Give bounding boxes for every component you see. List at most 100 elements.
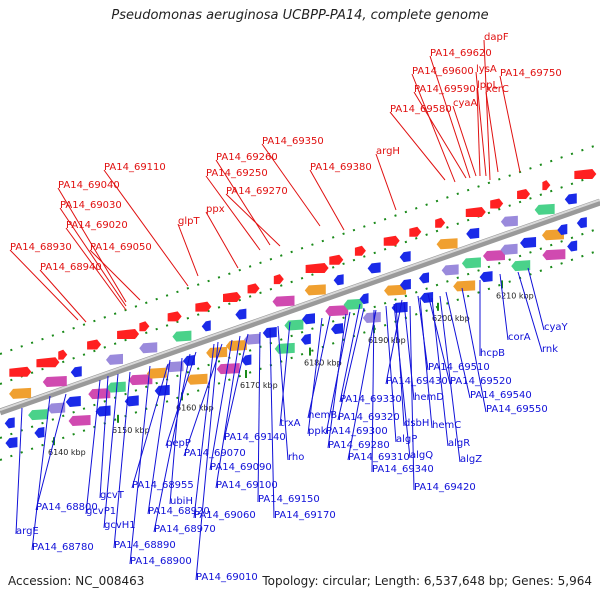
reverse-gene-label-hemB: hemB [308, 410, 337, 421]
forward-inner-gene [172, 330, 192, 342]
backbone-highlight [0, 199, 600, 411]
reverse-gene-label-algP: algP [396, 434, 417, 445]
reverse-gene-label-PA14_69330: PA14_69330 [340, 394, 402, 405]
reverse-gene-label-cyaY-leader [527, 267, 545, 331]
forward-strand-gene [247, 283, 260, 294]
reverse-gene-label-corA-leader [499, 273, 509, 341]
reverse-outer-gene [542, 249, 566, 261]
reverse-gene-label-PA14_69420-leader [409, 305, 415, 491]
reverse-gene-label-rnk: rnk [542, 344, 558, 355]
forward-inner-gene [500, 215, 518, 227]
reverse-strand-gene [47, 402, 66, 414]
forward-gene-label-PA14_69750: PA14_69750 [500, 68, 562, 79]
reverse-strand-gene [419, 272, 430, 284]
forward-gene-label-argH-leader [375, 153, 397, 211]
reverse-strand-gene [520, 236, 537, 248]
reverse-gene-label-PA14_69320-leader [337, 307, 365, 421]
forward-gene-label-ppx: ppx [206, 204, 225, 215]
forward-strand-gene [354, 245, 366, 256]
reverse-gene-label-PA14_68920: PA14_68920 [148, 506, 210, 517]
reverse-strand-gene [325, 305, 349, 317]
reverse-strand-gene [500, 243, 518, 255]
forward-gene-label-PA14_69030: PA14_69030 [60, 200, 122, 211]
reverse-gene-label-PA14_69060-leader [193, 343, 215, 519]
reverse-outer-gene [274, 342, 295, 354]
forward-gene-label-PA14_69590-leader [413, 91, 467, 179]
reverse-outer-gene [567, 240, 578, 252]
reverse-gene-label-gcvH1-leader [103, 373, 119, 529]
reverse-outer-gene [511, 260, 531, 272]
reverse-gene-label-PA14_69170-leader [269, 327, 275, 519]
reverse-strand-gene [128, 374, 153, 386]
reverse-gene-label-PA14_69140-leader [223, 333, 249, 441]
forward-strand-gene [305, 263, 329, 274]
kbp-tick-label: 6200 kbp [432, 314, 470, 323]
reverse-gene-label-PA14_69520-leader [427, 293, 451, 385]
reverse-gene-label-rnk-leader [517, 271, 543, 353]
forward-inner-gene [70, 366, 82, 378]
forward-gene-label-PA14_69040: PA14_69040 [58, 180, 120, 191]
reverse-outer-gene [330, 323, 343, 335]
reverse-strand-gene [302, 313, 316, 325]
reverse-strand-gene [225, 339, 247, 351]
reverse-gene-label-PA14_69540-leader [445, 291, 471, 399]
frame-dotted-line-2 [0, 227, 600, 439]
reverse-strand-gene [461, 257, 481, 269]
reverse-outer-gene [154, 384, 170, 396]
reverse-gene-label-PA14_69070: PA14_69070 [184, 448, 246, 459]
forward-gene-label-PA14_69270: PA14_69270 [226, 186, 288, 197]
forward-gene-label-PA14_69620: PA14_69620 [430, 48, 492, 59]
reverse-gene-label-PA14_69170: PA14_69170 [274, 510, 336, 521]
reverse-strand-gene [28, 409, 49, 421]
forward-gene-label-PA14_69250-leader [205, 175, 261, 251]
forward-gene-label-xerC: xerC [486, 84, 509, 95]
reverse-gene-label-PA14_69320: PA14_69320 [338, 412, 400, 423]
forward-strand-gene [435, 217, 446, 228]
reverse-gene-label-algR: algR [448, 438, 470, 449]
reverse-gene-label-trxA: trxA [280, 418, 301, 429]
forward-inner-gene [304, 284, 326, 296]
reverse-strand-gene [576, 217, 587, 229]
reverse-gene-label-algR-leader [431, 297, 449, 447]
reverse-gene-label-gcvP1-leader [85, 379, 101, 515]
forward-strand-gene [139, 321, 150, 332]
reverse-strand-gene [384, 284, 407, 296]
forward-gene-label-lppL: lppL [477, 80, 498, 91]
reverse-strand-gene [399, 279, 411, 291]
forward-strand-gene [167, 311, 182, 322]
forward-inner-gene [534, 203, 555, 215]
reverse-gene-label-PA14_69280-leader [327, 313, 347, 449]
forward-gene-label-PA14_69590: PA14_69590 [414, 84, 476, 95]
reverse-gene-label-PA14_69010: PA14_69010 [196, 572, 258, 583]
reverse-strand-gene [106, 381, 126, 393]
forward-inner-gene [9, 387, 32, 399]
forward-gene-label-lppL-leader [476, 87, 481, 177]
forward-inner-gene [436, 238, 458, 250]
reverse-gene-label-gcvH1: gcvH1 [104, 520, 136, 531]
forward-gene-label-ppx-leader [205, 211, 239, 269]
reverse-gene-label-PA14_69150: PA14_69150 [258, 494, 320, 505]
forward-strand-gene [517, 189, 531, 200]
reverse-gene-label-hemD-leader [403, 301, 415, 401]
kbp-tick-label: 6140 kbp [48, 448, 86, 457]
forward-strand-gene [58, 349, 68, 360]
kbp-tick-label: 6210 kbp [496, 291, 534, 300]
frame-dotted-line-1 [0, 173, 600, 385]
forward-strand-gene [574, 168, 597, 179]
forward-gene-label-PA14_69270-leader [225, 193, 281, 247]
reverse-gene-label-pepP: pepP [166, 438, 191, 449]
forward-strand-gene [117, 329, 140, 340]
reverse-strand-gene [65, 395, 81, 407]
reverse-strand-gene [146, 367, 167, 379]
forward-gene-label-dapF: dapF [484, 32, 509, 43]
forward-gene-label-dapF-leader [483, 39, 491, 181]
kbp-tick-label: 6150 kbp [112, 426, 150, 435]
frame-dotted-line-0 [0, 143, 600, 355]
reverse-gene-label-PA14_69430: PA14_69430 [386, 376, 448, 387]
forward-gene-label-PA14_68930-leader [9, 249, 79, 321]
forward-gene-label-PA14_69380-leader [309, 169, 345, 231]
reverse-strand-gene [441, 264, 459, 276]
reverse-gene-label-ubiH: ubiH [170, 496, 193, 507]
reverse-gene-label-argE-leader [15, 407, 23, 535]
reverse-gene-label-PA14_69550: PA14_69550 [486, 404, 548, 415]
